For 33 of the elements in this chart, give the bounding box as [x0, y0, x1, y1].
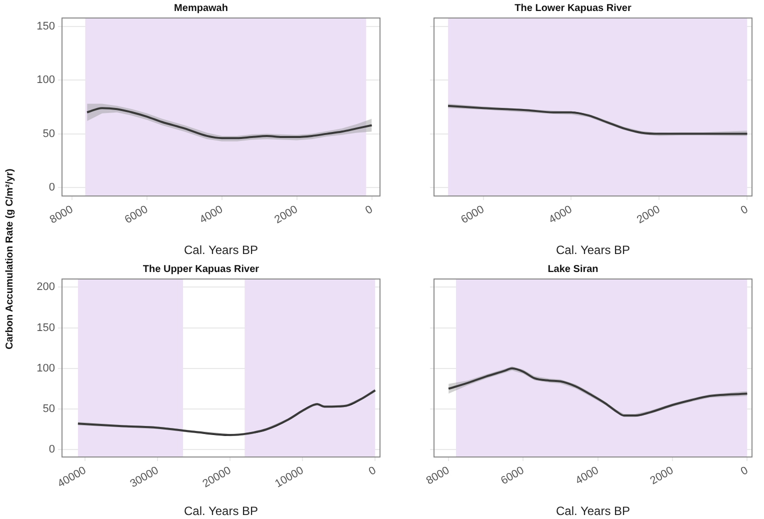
chart-title: Lake Siran: [548, 264, 598, 275]
x-axis-title: Cal. Years BP: [556, 504, 630, 518]
y-tick-label: 100: [36, 74, 55, 86]
chart-title: The Upper Kapuas River: [142, 264, 260, 275]
x-tick-label: 4000: [547, 204, 574, 226]
y-tick-label: 100: [36, 362, 55, 374]
x-tick-label: 8000: [48, 204, 76, 226]
y-tick-label: 150: [36, 322, 55, 334]
x-tick-label: 0: [738, 464, 750, 478]
x-axis-title: Cal. Years BP: [184, 504, 258, 518]
y-tick-label: 50: [42, 128, 55, 140]
y-axis-title: Carbon Accumulation Rate (g C/m²/yr): [4, 168, 16, 350]
x-tick-label: 0: [363, 204, 375, 217]
x-tick-label: 2000: [635, 204, 662, 226]
x-tick-label: 8000: [424, 464, 452, 488]
x-axis-title: Cal. Years BP: [556, 243, 630, 258]
x-tick-label: 4000: [198, 204, 225, 226]
x-tick-label: 4000: [574, 464, 601, 488]
x-tick-label: 2000: [648, 464, 676, 488]
x-axis-title: Cal. Years BP: [184, 243, 258, 258]
x-tick-label: 6000: [459, 204, 486, 226]
x-tick-label: 6000: [499, 464, 526, 488]
x-tick-label: 0: [366, 464, 378, 478]
chart-title: The Lower Kapuas River: [514, 2, 632, 14]
y-tick-label: 50: [42, 403, 55, 416]
chart-title: Mempawah: [174, 2, 228, 14]
x-tick-label: 2000: [272, 204, 300, 226]
y-tick-label: 200: [36, 281, 55, 294]
y-tick-label: 0: [48, 444, 55, 456]
x-tick-label: 6000: [122, 204, 150, 226]
y-tick-label: 150: [36, 20, 55, 33]
x-tick-label: 0: [738, 204, 750, 217]
y-tick-label: 0: [48, 181, 55, 194]
